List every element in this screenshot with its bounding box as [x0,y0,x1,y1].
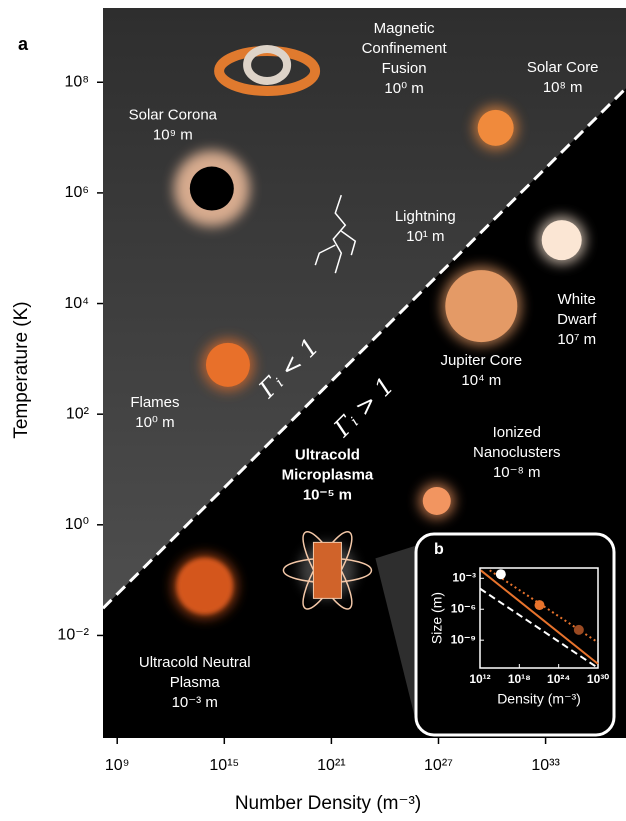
object-marker [314,194,357,274]
panel-label: b [434,541,444,558]
y-tick-label: 10⁸ [64,73,89,90]
object-marker [477,109,514,146]
x-tick-label: 10⁹ [105,757,130,774]
inset-box [414,532,616,737]
inset-point [534,600,545,611]
object-name: Microplasma [282,466,374,483]
x-tick-label: 10¹⁸ [508,672,531,686]
x-tick-label: 10²¹ [317,757,345,774]
object-name: Dwarf [557,311,597,328]
object-name: Plasma [170,674,221,691]
object-name: Ultracold Neutral [139,654,251,671]
object-size: 10⁴ m [461,372,501,389]
panel-label: a [18,34,29,54]
boundary-line [101,87,626,610]
object-marker [312,541,342,599]
x-tick-label: 10²⁷ [424,757,453,774]
inset-point [495,569,506,580]
y-tick-label: 10⁶ [65,184,89,201]
x-tick-label: 10³³ [531,757,560,774]
object-size: 10¹ m [406,228,444,245]
object-size: 10⁻⁸ m [493,464,541,481]
object-marker [205,342,250,387]
object-name: Solar Core [527,59,599,76]
object-marker [176,558,233,615]
object-name: Ionized [493,424,541,441]
x-tick-label: 10¹⁵ [209,757,239,774]
object-marker [541,220,582,261]
x-tick-label: 10¹² [469,672,490,686]
y-tick-label: 10⁻² [57,627,89,644]
y-tick-label: 10⁴ [64,295,89,312]
fit-line [479,587,599,669]
object-size: 10⁷ m [557,331,596,348]
object-name: Lightning [395,208,456,225]
y-tick-label: 10⁻³ [452,570,476,584]
y-tick-label: 10⁻⁹ [451,632,476,646]
object-name: Solar Corona [129,106,218,123]
object-size: 10⁰ m [135,414,174,431]
object-name: Confinement [362,40,448,57]
object-name: Nanoclusters [473,444,561,461]
x-tick-label: 10³⁰ [587,672,609,686]
zoom-wedge [375,545,418,730]
object-marker [189,166,234,211]
object-size: 10⁻³ m [172,694,218,711]
coil [243,44,292,85]
object-name: Magnetic [374,20,435,37]
fit-line [480,569,599,665]
object-name: Fusion [382,60,427,77]
object-marker [422,486,451,515]
inset-point [573,624,584,635]
x-axis-label: Number Density (m⁻³) [235,793,421,814]
y-tick-label: 10⁻⁶ [451,601,476,615]
object-name: Jupiter Core [440,352,522,369]
object-name: Flames [130,394,179,411]
object-size: 10⁰ m [384,80,423,97]
object-marker [445,270,518,343]
object-size: 10⁹ m [153,126,193,143]
object-size: 10⁻⁵ m [303,486,352,503]
y-tick-label: 10⁰ [65,516,89,533]
object-name: Ultracold [295,446,360,463]
x-tick-label: 10²⁴ [547,672,570,686]
inset-frame [479,567,599,669]
object-name: White [558,291,596,308]
x-axis-label: Density (m⁻³) [497,691,581,707]
y-axis-label: Temperature (K) [11,301,32,438]
y-tick-label: 10² [66,405,90,422]
object-size: 10⁸ m [543,79,583,96]
y-axis-label: Size (m) [429,592,445,644]
